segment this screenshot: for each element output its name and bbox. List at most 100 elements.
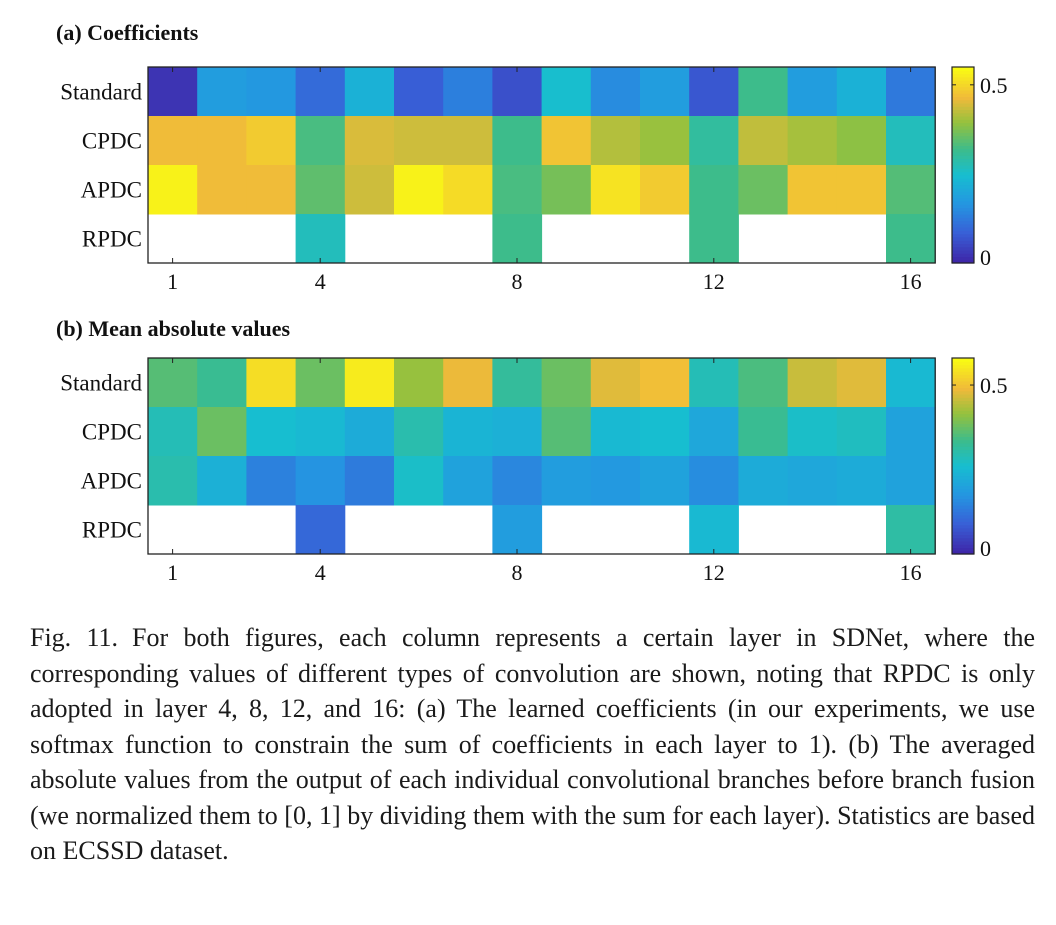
heatmap-a-colorbar-segment	[952, 155, 974, 160]
heatmap-b-cell-r2-c10	[590, 407, 641, 457]
heatmap-a-frame	[147, 66, 936, 264]
heatmap-b-colorbar-segment	[952, 485, 974, 490]
heatmap-b-cell-r3-c13	[738, 456, 789, 506]
heatmap-a-cell-r3-c8	[492, 165, 543, 215]
panel-a-coefficients: (a) Coefficients Standard CPDC APDC RPDC 1 4 8…	[0, 0, 1056, 300]
heatmap-a-cell-r2-c8	[492, 116, 543, 166]
heatmap-a-colorbar-segment	[952, 207, 974, 212]
heatmap-b-cell-r1-c8	[492, 358, 543, 408]
heatmap-a-colorbar-frame	[951, 66, 975, 264]
heatmap-b-cell-r2-c15	[836, 407, 887, 457]
heatmap-b-colorbar-segment	[952, 390, 974, 395]
heatmap-a-colorbar-segment	[952, 83, 974, 88]
heatmap-b-cell-r1-c9	[541, 358, 592, 408]
heatmap-a-cell-r2-c12	[689, 116, 739, 166]
heatmap-b-cell-r2-c6	[394, 407, 444, 457]
heatmap-b-colorbar-segment	[952, 367, 974, 372]
heatmap-a-cell-r4-c8	[492, 214, 543, 264]
heatmap-b-cell-r3-c1	[148, 456, 198, 506]
heatmap-a-colorbar-segment	[952, 106, 974, 111]
heatmap-a-colorbar-segment	[952, 165, 974, 169]
heatmap-a-cell-r1-c2	[197, 67, 247, 117]
heatmap-a-cell-r3-c11	[640, 165, 690, 215]
heatmap-b-colorbar-segment	[952, 475, 974, 480]
heatmap-b-colorbar-segment	[952, 501, 974, 506]
heatmap-a-cell-r3-c2	[197, 165, 247, 215]
heatmap-a-cell-r2-c2	[197, 116, 247, 166]
heatmap-b-cell-r3-c9	[541, 456, 592, 506]
heatmap-a-colorbar-segment	[952, 194, 974, 199]
heatmap-a-colorbar-segment	[952, 151, 974, 156]
heatmap-a-cell-r2-c11	[640, 116, 690, 166]
heatmap-b-cell-r1-c6	[394, 358, 444, 408]
heatmap-b-colorbar-segment	[952, 518, 974, 522]
heatmap-a-colorbar-segment	[952, 86, 974, 91]
heatmap-a-cell-r2-c15	[836, 116, 887, 166]
heatmap-a-cell-r1-c7	[443, 67, 493, 117]
heatmap-b-x-tick-label: 16	[900, 560, 922, 585]
heatmap-b-cell-r2-c4	[295, 407, 346, 457]
heatmap-b-colorbar-segment	[952, 452, 974, 457]
heatmap-a-cell-r2-c1	[148, 116, 198, 166]
heatmap-a-colorbar-segment	[952, 217, 974, 222]
heatmap-b-colorbar-tick-label: 0.5	[980, 373, 1008, 398]
heatmap-a-colorbar-segment	[952, 93, 974, 97]
heatmap-b-colorbar-segment	[952, 387, 974, 392]
heatmap-a-colorbar-segment	[952, 168, 974, 173]
heatmap-b-x-tick-label: 8	[512, 560, 523, 585]
heatmap-a-cell-r3-c1	[148, 165, 198, 215]
heatmap-b-colorbar-segment	[952, 495, 974, 500]
figure-caption: Fig. 11. For both figures, each column re…	[30, 620, 1035, 869]
heatmap-b-cell-r2-c3	[246, 407, 297, 457]
heatmap-b-cell-r1-c10	[590, 358, 641, 408]
heatmap-b-colorbar-segment	[952, 429, 974, 434]
heatmap-b-colorbar-segment	[952, 527, 974, 532]
heatmap-b-colorbar-segment	[952, 462, 974, 467]
heatmap-b-colorbar-segment	[952, 403, 974, 408]
heatmap-b-colorbar-segment	[952, 531, 974, 535]
heatmap-a-colorbar-segment	[952, 70, 974, 75]
heatmap-b-cell-r1-c11	[640, 358, 690, 408]
heatmap-b-cell-r1-c5	[344, 358, 395, 408]
heatmap-a-cell-r1-c5	[344, 67, 395, 117]
heatmap-a-cell-r1-c12	[689, 67, 739, 117]
heatmap-b-cell-r3-c2	[197, 456, 247, 506]
heatmap-b-cell-r4-c4	[295, 505, 346, 555]
heatmap-b-frame	[147, 357, 936, 555]
heatmap-a-colorbar-segment	[952, 145, 974, 150]
heatmap-b-colorbar-segment	[952, 505, 974, 509]
heatmap-b-colorbar-segment	[952, 511, 974, 516]
heatmap-a-cell-r4-c16	[886, 214, 936, 264]
heatmap-b-cell-r1-c7	[443, 358, 493, 408]
heatmap-b-colorbar-segment	[952, 498, 974, 503]
heatmap-a-cell-r2-c16	[886, 116, 936, 166]
panel-a-title: (a) Coefficients	[56, 20, 199, 45]
heatmap-a-colorbar-segment	[952, 223, 974, 228]
heatmap-a-colorbar-segment	[952, 99, 974, 104]
heatmap-a-x-tick-label: 12	[703, 269, 725, 294]
heatmap-a-cell-r4-c4	[295, 214, 346, 264]
heatmap-b-cell-r3-c6	[394, 456, 444, 506]
heatmap-a-colorbar-segment	[952, 102, 974, 107]
heatmap-a-colorbar-segment	[952, 246, 974, 251]
heatmap-b-colorbar-segment	[952, 537, 974, 542]
heatmap-b-cell-r1-c3	[246, 358, 297, 408]
heatmap-b-colorbar-segment	[952, 442, 974, 447]
heatmap-b-cell-r2-c14	[787, 407, 838, 457]
heatmap-b-colorbar-segment	[952, 478, 974, 483]
heatmap-b-x-tick-label: 1	[167, 560, 178, 585]
heatmap-a-colorbar-segment	[952, 233, 974, 238]
heatmap-a-cell-r1-c13	[738, 67, 789, 117]
heatmap-a-colorbar-segment	[952, 240, 974, 244]
heatmap-b-cell-r2-c11	[640, 407, 690, 457]
heatmap-b-cell-r1-c12	[689, 358, 739, 408]
heatmap-b-colorbar-segment	[952, 540, 974, 545]
heatmap-b-cell-r1-c14	[787, 358, 838, 408]
heatmap-b-colorbar-segment	[952, 456, 974, 460]
heatmap-a-cell-r3-c12	[689, 165, 739, 215]
heatmap-a-colorbar-segment	[952, 76, 974, 81]
heatmap-a-colorbar-segment	[952, 249, 974, 254]
heatmap-a-colorbar-segment	[952, 73, 974, 78]
heatmap-b-colorbar-segment	[952, 400, 974, 405]
heatmap-b-colorbar-tick-label: 0	[980, 536, 991, 561]
